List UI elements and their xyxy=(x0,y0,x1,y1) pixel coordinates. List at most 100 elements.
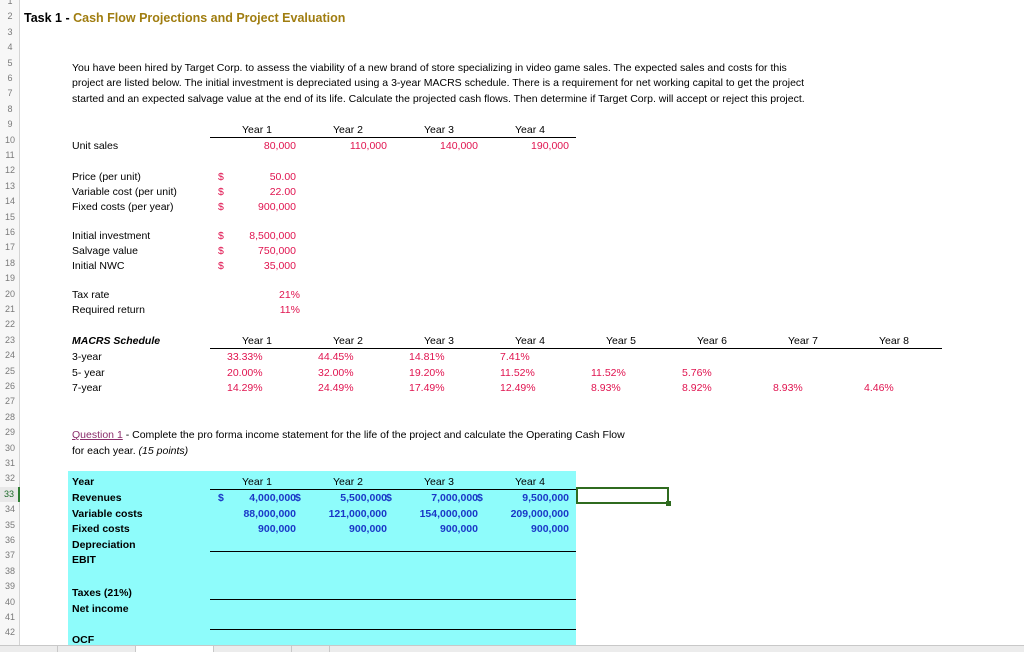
row-number[interactable]: 12 xyxy=(4,165,15,176)
row-number[interactable]: 41 xyxy=(4,612,15,622)
income-value-cell[interactable]: 9,500,000 xyxy=(522,492,569,504)
income-value-cell[interactable]: 5,500,000 xyxy=(340,492,387,504)
sheet-tab-4[interactable] xyxy=(214,646,292,652)
income-value-cell[interactable]: 900,000 xyxy=(258,523,296,535)
unit-sales-year-4[interactable]: 190,000 xyxy=(531,140,569,152)
income-year-4-header: Year 4 xyxy=(515,476,545,488)
required-return-value[interactable]: 11% xyxy=(279,304,300,316)
macrs-rate-cell[interactable]: 11.52% xyxy=(500,366,535,379)
sheet-tab-bar xyxy=(0,645,1024,652)
income-value-cell[interactable]: 900,000 xyxy=(440,523,478,535)
macrs-rate-cell[interactable]: 4.46% xyxy=(864,382,894,394)
row-number[interactable]: 13 xyxy=(4,180,15,191)
initial-nwc-value[interactable]: 35,000 xyxy=(263,260,296,272)
macrs-rate-cell[interactable]: 19.20% xyxy=(409,366,445,379)
row-number[interactable]: 11 xyxy=(5,150,15,160)
row-number[interactable]: 24 xyxy=(4,350,15,361)
page-title: Task 1 - Cash Flow Projections and Proje… xyxy=(24,11,345,25)
row-number[interactable]: 32 xyxy=(4,473,15,484)
row-number[interactable]: 3 xyxy=(7,26,13,37)
fixed-costs-value[interactable]: 900,000 xyxy=(258,201,296,213)
macrs-rate-cell[interactable]: 32.00% xyxy=(318,366,354,379)
initial-nwc-label: Initial NWC xyxy=(72,260,125,272)
row-number[interactable]: 30 xyxy=(4,442,15,453)
row-number[interactable]: 20 xyxy=(4,288,15,299)
price-value[interactable]: 50.00 xyxy=(269,171,296,183)
row-number[interactable]: 16 xyxy=(4,227,15,237)
row-number[interactable]: 1 xyxy=(7,0,13,6)
row-number[interactable]: 4 xyxy=(7,42,13,53)
income-value-cell[interactable]: 7,000,000 xyxy=(431,492,478,504)
macrs-rate-cell[interactable]: 24.49% xyxy=(318,382,354,394)
row-number[interactable]: 6 xyxy=(7,73,13,83)
initial-investment-value[interactable]: 8,500,000 xyxy=(249,230,296,242)
row-number[interactable]: 42 xyxy=(4,627,15,638)
row-number[interactable]: 8 xyxy=(7,103,13,114)
row-number[interactable]: 39 xyxy=(4,581,15,592)
row-number[interactable]: 9 xyxy=(7,119,13,130)
macrs-rate-cell[interactable]: 8.93% xyxy=(773,382,803,394)
variable-cost-value[interactable]: 22.00 xyxy=(269,186,296,198)
row-number[interactable]: 34 xyxy=(4,504,15,515)
income-value-cell[interactable]: 154,000,000 xyxy=(419,508,478,520)
macrs-rate-cell[interactable]: 33.33% xyxy=(227,351,263,363)
row-number[interactable]: 21 xyxy=(4,304,15,314)
unit-sales-year-1[interactable]: 80,000 xyxy=(263,140,296,152)
row-number[interactable]: 29 xyxy=(4,427,15,438)
unit-sales-year-3[interactable]: 140,000 xyxy=(440,140,478,152)
row-number[interactable]: 7 xyxy=(7,88,13,99)
row-number[interactable]: 27 xyxy=(4,396,15,407)
sheet-tab-1[interactable] xyxy=(0,646,58,652)
tax-rate-value[interactable]: 21% xyxy=(278,289,300,301)
row-number[interactable]: 5 xyxy=(7,57,13,68)
macrs-rate-cell[interactable]: 14.29% xyxy=(227,382,263,394)
title-main: Cash Flow Projections and Project Evalua… xyxy=(73,11,346,25)
unit-sales-label: Unit sales xyxy=(72,140,119,152)
sheet-tab-2[interactable] xyxy=(58,646,136,652)
row-number[interactable]: 18 xyxy=(4,257,15,268)
income-value-cell[interactable]: 900,000 xyxy=(349,523,387,535)
row-number[interactable]: 25 xyxy=(4,365,15,376)
macrs-rate-cell[interactable]: 14.81% xyxy=(409,351,445,363)
row-number[interactable]: 19 xyxy=(4,273,15,284)
selected-cell-f33[interactable] xyxy=(576,487,671,506)
row-number[interactable]: 14 xyxy=(4,196,15,207)
macrs-rate-cell[interactable]: 44.45% xyxy=(318,351,354,363)
row-number[interactable]: 15 xyxy=(4,211,15,222)
row-number[interactable]: 38 xyxy=(4,565,15,576)
row-number[interactable]: 28 xyxy=(4,411,15,422)
macrs-rate-cell[interactable]: 17.49% xyxy=(409,382,445,394)
salvage-value-value[interactable]: 750,000 xyxy=(258,245,296,257)
row-number[interactable]: 23 xyxy=(4,334,15,345)
question-1-link[interactable]: Question 1 xyxy=(72,429,123,441)
row-number[interactable]: 10 xyxy=(4,134,15,145)
macrs-rate-cell[interactable]: 5.76% xyxy=(682,366,712,379)
income-value-cell[interactable]: 900,000 xyxy=(531,523,569,535)
row-number[interactable]: 36 xyxy=(4,535,15,545)
income-value-cell[interactable]: 88,000,000 xyxy=(243,508,296,520)
row-number[interactable]: 33 xyxy=(0,486,20,503)
income-value-cell[interactable]: 209,000,000 xyxy=(510,508,569,520)
unit-sales-year-2[interactable]: 110,000 xyxy=(349,140,387,152)
fill-handle[interactable] xyxy=(666,501,671,506)
row-number[interactable]: 35 xyxy=(4,519,15,530)
macrs-rate-cell[interactable]: 20.00% xyxy=(227,366,263,379)
row-number[interactable]: 22 xyxy=(4,319,15,330)
row-number[interactable]: 40 xyxy=(4,596,15,607)
sheet-tab-5[interactable] xyxy=(292,646,330,652)
income-value-cell[interactable]: 121,000,000 xyxy=(328,508,387,520)
macrs-rate-cell[interactable]: 8.93% xyxy=(591,382,621,394)
macrs-year-1-header: Year 1 xyxy=(242,335,272,347)
sheet-tab-3-active[interactable] xyxy=(136,646,214,652)
row-number[interactable]: 17 xyxy=(4,242,15,253)
row-number[interactable]: 2 xyxy=(7,11,13,22)
row-number[interactable]: 26 xyxy=(4,381,15,391)
macrs-rate-cell[interactable]: 11.52% xyxy=(591,366,626,379)
row-number[interactable]: 31 xyxy=(4,458,15,468)
macrs-rate-cell[interactable]: 12.49% xyxy=(500,382,536,394)
macrs-rate-cell[interactable]: 7.41% xyxy=(500,351,530,363)
row-number[interactable]: 37 xyxy=(4,550,15,561)
macrs-rate-cell[interactable]: 8.92% xyxy=(682,382,712,394)
income-value-cell[interactable]: 4,000,000 xyxy=(249,492,296,504)
